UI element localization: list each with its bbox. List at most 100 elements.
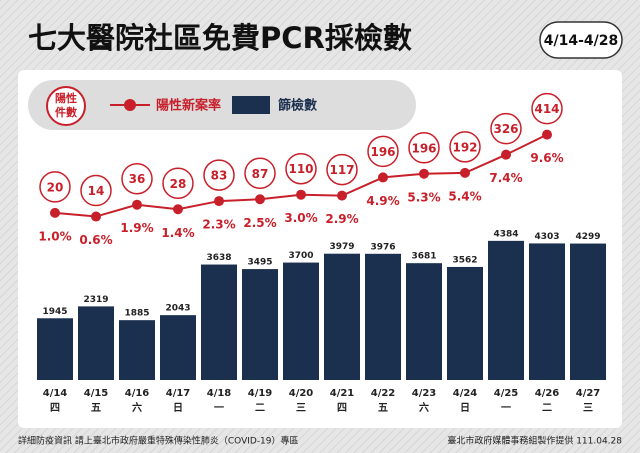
rate-label: 2.5%: [243, 216, 276, 230]
legend-dot: [124, 99, 136, 111]
x-tick-label: 4/21: [330, 388, 355, 399]
bar: [242, 269, 278, 380]
x-tick-label: 4/18: [207, 388, 232, 399]
positive-label: 36: [129, 172, 146, 186]
legend-positives: 陽性件數: [46, 86, 86, 126]
positive-label: 196: [411, 141, 436, 155]
x-tick-label: 4/17: [166, 388, 191, 399]
bar-label: 3638: [206, 253, 231, 263]
rate-dot: [255, 194, 265, 205]
positive-circle: [285, 152, 317, 185]
legend-label: 陽性新案率: [156, 98, 221, 114]
weekday-label: 六: [132, 401, 142, 414]
bar: [201, 264, 237, 380]
legend-label: 篩檢數: [278, 98, 317, 114]
positive-circle: [449, 131, 481, 163]
positive-circle: [39, 171, 71, 203]
x-tick-label: 4/15: [84, 388, 109, 399]
rate-label: 3.0%: [284, 211, 317, 225]
weekday-label: 日: [173, 402, 183, 414]
rate-label: 5.4%: [448, 189, 481, 203]
bar: [447, 266, 483, 380]
rate-label: 9.6%: [530, 151, 563, 165]
bar: [119, 320, 155, 380]
bar-label: 4384: [493, 229, 518, 239]
bar: [160, 315, 196, 380]
legend-swatch: [232, 96, 270, 114]
weekday-label: 四: [50, 402, 60, 414]
bar-label: 3495: [247, 258, 272, 268]
footer-left: 詳細防疫資訊 請上臺北市政府嚴重特殊傳染性肺炎（COVID-19）專區: [18, 435, 299, 447]
positive-circle: [490, 112, 522, 145]
positive-label: 196: [370, 145, 395, 159]
date-range: 4/14-4/28: [544, 33, 618, 49]
rate-label: 1.4%: [161, 226, 194, 240]
x-tick-label: 4/16: [125, 388, 150, 399]
rate-dot: [214, 196, 224, 207]
bar-label: 1885: [124, 309, 149, 319]
bar-label: 3681: [411, 252, 436, 262]
x-tick-label: 4/26: [535, 388, 560, 399]
rate-dot: [173, 204, 183, 215]
weekday-label: 六: [419, 401, 429, 414]
positive-label: 192: [452, 140, 477, 154]
positive-label: 28: [170, 177, 187, 191]
positive-circle: [531, 92, 563, 125]
x-tick-label: 4/24: [453, 388, 478, 399]
positive-label: 414: [534, 102, 559, 116]
positive-circle: [367, 135, 399, 168]
bar-label: 1945: [42, 307, 67, 317]
positive-circle: [162, 167, 194, 200]
chart-title: 七大醫院社區免費PCR採檢數: [28, 21, 412, 55]
bar: [324, 253, 360, 380]
rate-dot: [501, 149, 511, 160]
positive-label: 117: [329, 163, 354, 177]
rate-label: 5.3%: [407, 190, 440, 204]
x-tick-label: 4/23: [412, 388, 437, 399]
positive-circle: [80, 174, 112, 207]
weekday-label: 二: [255, 402, 265, 414]
weekday-label: 一: [214, 403, 224, 414]
weekday-label: 五: [378, 402, 388, 414]
bar: [37, 318, 73, 380]
bar: [365, 253, 401, 380]
legend-box: [28, 80, 416, 130]
rate-label: 0.6%: [79, 233, 112, 247]
bar-label: 3976: [370, 242, 395, 252]
x-tick-label: 4/20: [289, 388, 314, 399]
rate-dot: [50, 207, 60, 218]
x-tick-label: 4/22: [371, 388, 396, 399]
bar-label: 4303: [534, 232, 559, 242]
bar: [406, 263, 442, 380]
positive-circle: [121, 162, 153, 195]
legend-positives-label: 陽性件數: [55, 92, 77, 119]
bar: [488, 240, 524, 380]
rate-label: 1.0%: [38, 229, 71, 243]
positive-label: 326: [493, 122, 518, 136]
rate-dot: [419, 168, 429, 179]
rate-label: 2.3%: [202, 218, 235, 232]
weekday-label: 日: [460, 402, 470, 414]
positive-label: 14: [88, 184, 105, 198]
positive-circle: [244, 157, 276, 189]
bar-label: 3700: [288, 251, 313, 261]
rate-label: 1.9%: [120, 221, 153, 235]
rate-dot: [378, 172, 388, 183]
x-tick-label: 4/27: [576, 388, 601, 399]
bar-label: 2319: [83, 295, 108, 305]
rate-dot: [337, 190, 347, 201]
x-tick-label: 4/19: [248, 388, 273, 399]
positive-label: 87: [252, 167, 269, 181]
rate-label: 4.9%: [366, 194, 399, 208]
rate-dot: [296, 189, 306, 200]
rate-dot: [91, 211, 101, 222]
rate-dot: [542, 129, 552, 140]
positive-circle: [408, 132, 440, 164]
bar: [283, 262, 319, 380]
bar: [570, 243, 606, 380]
x-tick-label: 4/14: [43, 388, 68, 399]
weekday-label: 三: [583, 402, 593, 414]
weekday-label: 二: [542, 402, 552, 414]
